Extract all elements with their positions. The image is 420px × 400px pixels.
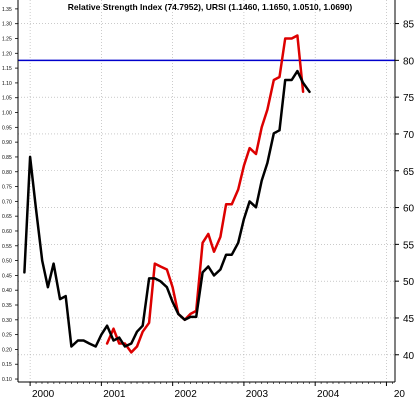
right-tick-label: 55 <box>403 240 415 251</box>
right-tick-label: 50 <box>403 277 415 288</box>
x-tick-label: 2001 <box>103 389 126 400</box>
left-tick-label: 0.30 <box>2 318 12 324</box>
left-tick-label: 0.15 <box>2 362 12 368</box>
right-tick-label: 80 <box>403 56 415 67</box>
right-tick-label: 40 <box>403 351 415 362</box>
grid-lines <box>18 0 395 382</box>
left-tick-label: 0.35 <box>2 303 12 309</box>
left-tick-label: 0.55 <box>2 244 12 250</box>
left-tick-label: 1.00 <box>2 111 12 117</box>
left-tick-label: 0.45 <box>2 273 12 279</box>
x-tick-label: 2002 <box>175 389 198 400</box>
series-lines <box>23 34 311 354</box>
left-tick-label: 1.20 <box>2 51 12 57</box>
left-tick-label: 0.10 <box>2 377 12 383</box>
right-tick-label: 75 <box>403 93 415 104</box>
x-tick-label: 2000 <box>32 389 55 400</box>
left-tick-label: 0.80 <box>2 170 12 176</box>
left-tick-label: 0.90 <box>2 140 12 146</box>
left-tick-label: 1.35 <box>2 7 12 13</box>
tick-labels: 2000 2001 2002 2003 2004 20 0.10 0.15 0.20 0.25 0.… <box>2 7 415 400</box>
left-tick-label: 0.85 <box>2 155 12 161</box>
left-tick-label: 0.50 <box>2 259 12 265</box>
left-tick-label: 0.70 <box>2 199 12 205</box>
right-tick-label: 65 <box>403 167 415 178</box>
right-tick-label: 70 <box>403 130 415 141</box>
left-tick-label: 1.15 <box>2 66 12 72</box>
left-tick-label: 0.95 <box>2 125 12 131</box>
left-tick-label: 0.60 <box>2 229 12 235</box>
x-tick-label: 2003 <box>246 389 269 400</box>
series-line-black <box>23 69 311 348</box>
axes <box>15 0 399 386</box>
left-tick-label: 0.40 <box>2 288 12 294</box>
right-tick-label: 85 <box>403 20 415 31</box>
chart-title: Relative Strength Index (74.7952), URSI … <box>68 2 353 12</box>
left-tick-label: 0.25 <box>2 333 12 339</box>
left-tick-label: 1.25 <box>2 36 12 42</box>
left-tick-label: 1.05 <box>2 96 12 102</box>
right-tick-label: 45 <box>403 314 415 325</box>
left-tick-label: 0.65 <box>2 214 12 220</box>
series-line-red <box>105 34 305 354</box>
left-tick-label: 0.75 <box>2 185 12 191</box>
right-tick-label: 60 <box>403 204 415 215</box>
x-tick-label: 20 <box>394 389 406 400</box>
left-tick-label: 0.20 <box>2 347 12 353</box>
left-tick-label: 1.30 <box>2 22 12 28</box>
left-tick-label: 1.10 <box>2 81 12 87</box>
x-tick-label: 2004 <box>317 389 340 400</box>
